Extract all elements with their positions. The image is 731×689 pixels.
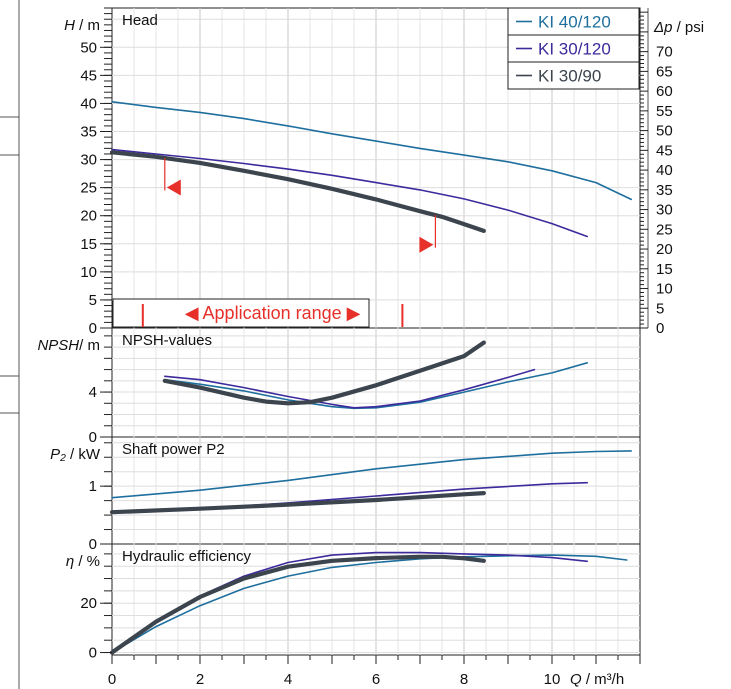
y-tick-label-efficiency: 0 (89, 645, 97, 662)
psi-tick-label: 65 (656, 63, 673, 80)
psi-tick-label: 30 (656, 202, 673, 219)
y-tick-label-head: 0 (89, 320, 97, 337)
psi-tick-label: 20 (656, 241, 673, 258)
curve-head-ki-30-120 (111, 148, 588, 238)
curve-efficiency-ki-30-120 (111, 551, 588, 654)
psi-tick-label: 70 (656, 44, 673, 61)
x-tick-label: 6 (372, 671, 380, 688)
psi-tick-label: 55 (656, 103, 673, 120)
legend-label-ki-30-90: KI 30/90 (538, 67, 601, 86)
y-tick-label-power: 1 (89, 478, 97, 495)
panel-title-head: Head (122, 12, 158, 29)
x-tick-label: 10 (544, 671, 561, 688)
y-tick-label-head: 35 (80, 124, 97, 141)
psi-tick-label: 10 (656, 281, 673, 298)
curve-efficiency-ki-40-120 (111, 554, 628, 654)
psi-tick-label: 50 (656, 123, 673, 140)
panel-title-efficiency: Hydraulic efficiency (122, 548, 251, 565)
curve-head-ki-30-90 (109, 150, 486, 233)
y-tick-label-head: 10 (80, 264, 97, 281)
y-axis-label-head: H / m (64, 17, 100, 34)
y-axis-label-efficiency: η / % (66, 553, 100, 570)
legend-label-ki-30-120: KI 30/120 (538, 40, 611, 59)
curve-power-ki-40-120 (111, 450, 632, 499)
right-axis-label: Δp / psi (653, 19, 704, 36)
y-axis-label-npsh: NPSH/ m (37, 337, 100, 354)
application-range-box (112, 298, 370, 328)
application-range-label: ◀ Application range ▶ (185, 303, 361, 323)
y-tick-label-head: 50 (80, 39, 97, 56)
y-tick-label-npsh: 4 (89, 384, 97, 401)
range-marker-arrow-1 (419, 236, 434, 253)
psi-tick-label: 40 (656, 162, 673, 179)
panel-title-npsh: NPSH-values (122, 332, 212, 349)
y-axis-label-power: P₂ / kW (50, 446, 101, 463)
y-tick-label-head: 45 (80, 67, 97, 84)
legend-label-ki-40-120: KI 40/120 (538, 13, 611, 32)
y-tick-label-head: 30 (80, 152, 97, 169)
psi-tick-label: 15 (656, 261, 673, 278)
curve-npsh-ki-30-90 (162, 340, 486, 406)
range-marker-arrow-0 (166, 179, 181, 196)
y-tick-label-efficiency: 20 (80, 595, 97, 612)
psi-tick-label: 5 (656, 300, 664, 317)
x-axis-label: Q / m³/h (570, 671, 624, 688)
psi-tick-label: 60 (656, 83, 673, 100)
y-tick-label-head: 40 (80, 95, 97, 112)
psi-tick-label: 35 (656, 182, 673, 199)
x-tick-label: 8 (460, 671, 468, 688)
psi-tick-label: 25 (656, 221, 673, 238)
psi-tick-label: 45 (656, 142, 673, 159)
psi-tick-label: 0 (656, 320, 664, 337)
y-tick-label-head: 25 (80, 180, 97, 197)
y-tick-label-power: 0 (89, 536, 97, 553)
curve-power-ki-30-90 (109, 491, 486, 515)
x-tick-label: 0 (108, 671, 116, 688)
panel-title-power: Shaft power P2 (122, 441, 225, 458)
y-tick-label-head: 5 (89, 292, 97, 309)
curve-head-ki-40-120 (111, 101, 632, 201)
curve-npsh-ki-30-120 (164, 368, 536, 409)
curve-efficiency-ki-30-90 (109, 554, 486, 655)
x-tick-label: 2 (196, 671, 204, 688)
y-tick-label-npsh: 0 (89, 429, 97, 446)
y-tick-label-head: 20 (80, 208, 97, 225)
y-tick-label-head: 15 (80, 236, 97, 253)
x-tick-label: 4 (284, 671, 292, 688)
